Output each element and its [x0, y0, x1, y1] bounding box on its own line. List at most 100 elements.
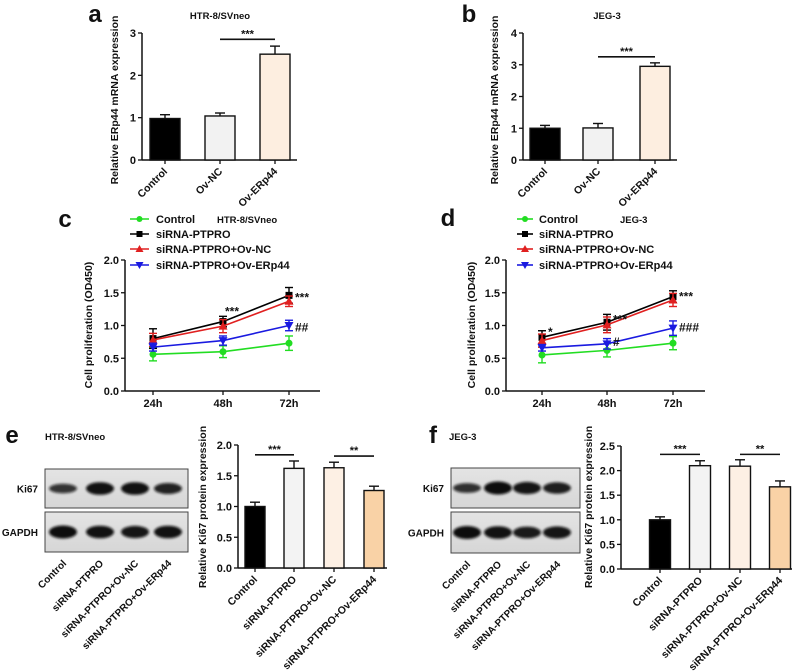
annotation: # — [613, 335, 620, 349]
y-tick-label: 1.0 — [600, 515, 615, 527]
x-tick-label: Ov-NC — [572, 165, 604, 197]
panel-e: e HTR-8/SVneo Relative Ki67 protein expres… — [2, 422, 387, 671]
marker-triangle-down — [668, 324, 678, 333]
legend-item: Control — [130, 214, 195, 226]
significance-label: ** — [350, 445, 359, 457]
blot-row-label: Ki67 — [17, 485, 39, 496]
x-tick-label: 48h — [214, 398, 233, 410]
series-0 — [538, 335, 677, 364]
y-axis-label: Cell proliferation (OD450) — [83, 262, 95, 389]
marker-triangle-up — [602, 320, 612, 329]
legend-label: siRNA-PTPRO+Ov-ERp44 — [156, 260, 290, 272]
legend-item: Control — [517, 214, 578, 226]
marker-circle — [219, 348, 227, 356]
legend-item: siRNA-PTPRO+Ov-NC — [130, 244, 271, 256]
bar — [648, 519, 672, 570]
panel-d: d JEG-3 Cell proliferation (OD450) 0.0 0.5 1.… — [441, 205, 705, 410]
blot-band — [49, 483, 77, 494]
marker-circle — [285, 339, 293, 347]
chart-title: HTR-8/SVneo — [217, 215, 277, 226]
panel-label: f — [429, 422, 438, 449]
blot-band — [513, 526, 541, 539]
y-tick-label: 2 — [130, 70, 136, 82]
marker-triangle-down — [148, 343, 158, 352]
western-blot: Ki67GAPDHControlsiRNA-PTPROsiRNA-PTPRO+O… — [408, 467, 581, 653]
x-tick-label: 72h — [280, 398, 299, 410]
y-axis-label: Relative ERp44 mRNA expression — [109, 16, 121, 185]
blot-lane-label: Control — [36, 558, 69, 591]
blot-band — [121, 482, 149, 495]
y-tick-label: 1.0 — [485, 321, 500, 333]
annotation: *** — [225, 305, 239, 319]
blot-band — [154, 483, 182, 494]
chart-title: HTR-8/SVneo — [45, 432, 105, 443]
blot-band — [49, 525, 77, 539]
x-tick-label: Control — [515, 166, 550, 201]
marker-circle — [538, 351, 546, 359]
y-tick-label: 1.5 — [600, 490, 615, 502]
panel-c: c HTR-8/SVneo Cell proliferation (OD450) 0.… — [58, 206, 320, 410]
panel-label: b — [462, 1, 477, 28]
bar — [283, 467, 305, 569]
x-tick-label: Ov-NC — [194, 165, 226, 197]
y-axis-label: Cell proliferation (OD450) — [466, 262, 478, 389]
bar — [323, 467, 345, 569]
legend-label: Control — [539, 214, 578, 226]
y-tick-label: 0.5 — [485, 353, 500, 365]
panel-a: a HTR-8/SVneo Relative ERp44 mRNA expressi… — [88, 1, 297, 210]
legend-item: siRNA-PTPRO — [517, 229, 614, 241]
legend-item: siRNA-PTPRO+Ov-ERp44 — [130, 260, 290, 272]
panel-label: c — [58, 206, 71, 233]
bar — [688, 464, 712, 570]
y-tick-label: 1.5 — [104, 288, 119, 300]
significance-label: *** — [268, 444, 282, 456]
x-tick-label: Ov-ERp44 — [616, 166, 660, 210]
marker-triangle-up — [521, 245, 529, 252]
y-tick-label: 1.0 — [217, 502, 232, 514]
blot-band — [484, 526, 512, 539]
blot-band — [86, 525, 114, 539]
annotation: * — [548, 325, 553, 339]
blot-band — [543, 526, 571, 539]
legend-label: siRNA-PTPRO — [539, 229, 614, 241]
y-tick-label: 2.0 — [104, 255, 119, 267]
marker-triangle-up — [218, 321, 228, 330]
panel-label: d — [441, 205, 456, 232]
legend-label: Control — [156, 214, 195, 226]
y-tick-label: 1.5 — [485, 288, 500, 300]
marker-triangle-down — [284, 322, 294, 330]
blot-band — [453, 483, 481, 493]
x-tick-label: 72h — [664, 398, 683, 410]
marker-triangle-up — [668, 295, 678, 304]
legend-label: siRNA-PTPRO+Ov-NC — [539, 244, 654, 256]
marker-square — [136, 231, 143, 237]
blot-band — [154, 525, 182, 539]
y-tick-label: 0.5 — [217, 532, 232, 544]
y-tick-label: 2.0 — [485, 255, 500, 267]
bar — [204, 115, 236, 161]
panel-f: f JEG-3 Relative Ki67 protein expression 0.… — [408, 422, 792, 671]
blot-row-label: GAPDH — [2, 528, 38, 539]
annotation: ### — [679, 321, 699, 335]
y-tick-label: 1.0 — [104, 321, 119, 333]
legend-label: siRNA-PTPRO+Ov-NC — [156, 244, 271, 256]
bar — [582, 127, 614, 161]
legend-item: siRNA-PTPRO+Ov-ERp44 — [517, 260, 673, 272]
annotation: ## — [295, 321, 309, 335]
legend-item: siRNA-PTPRO+Ov-NC — [517, 244, 654, 256]
chart-title: JEG-3 — [593, 11, 620, 22]
blot-band — [453, 526, 481, 539]
y-tick-label: 1 — [130, 113, 136, 125]
y-tick-label: 0.0 — [485, 386, 500, 398]
blot-band — [484, 481, 512, 495]
y-tick-label: 3 — [511, 60, 517, 72]
panel-b: b JEG-3 Relative ERp44 mRNA expression 0 1 2 3… — [462, 1, 677, 210]
marker-circle — [522, 216, 528, 222]
blot-band — [86, 482, 114, 495]
chart-title: JEG-3 — [449, 432, 476, 443]
x-tick-label: Control — [135, 166, 170, 201]
blot-band — [121, 525, 149, 539]
annotation: *** — [679, 290, 693, 304]
x-tick-label: Ov-ERp44 — [236, 166, 280, 210]
panel-label: e — [5, 422, 18, 449]
